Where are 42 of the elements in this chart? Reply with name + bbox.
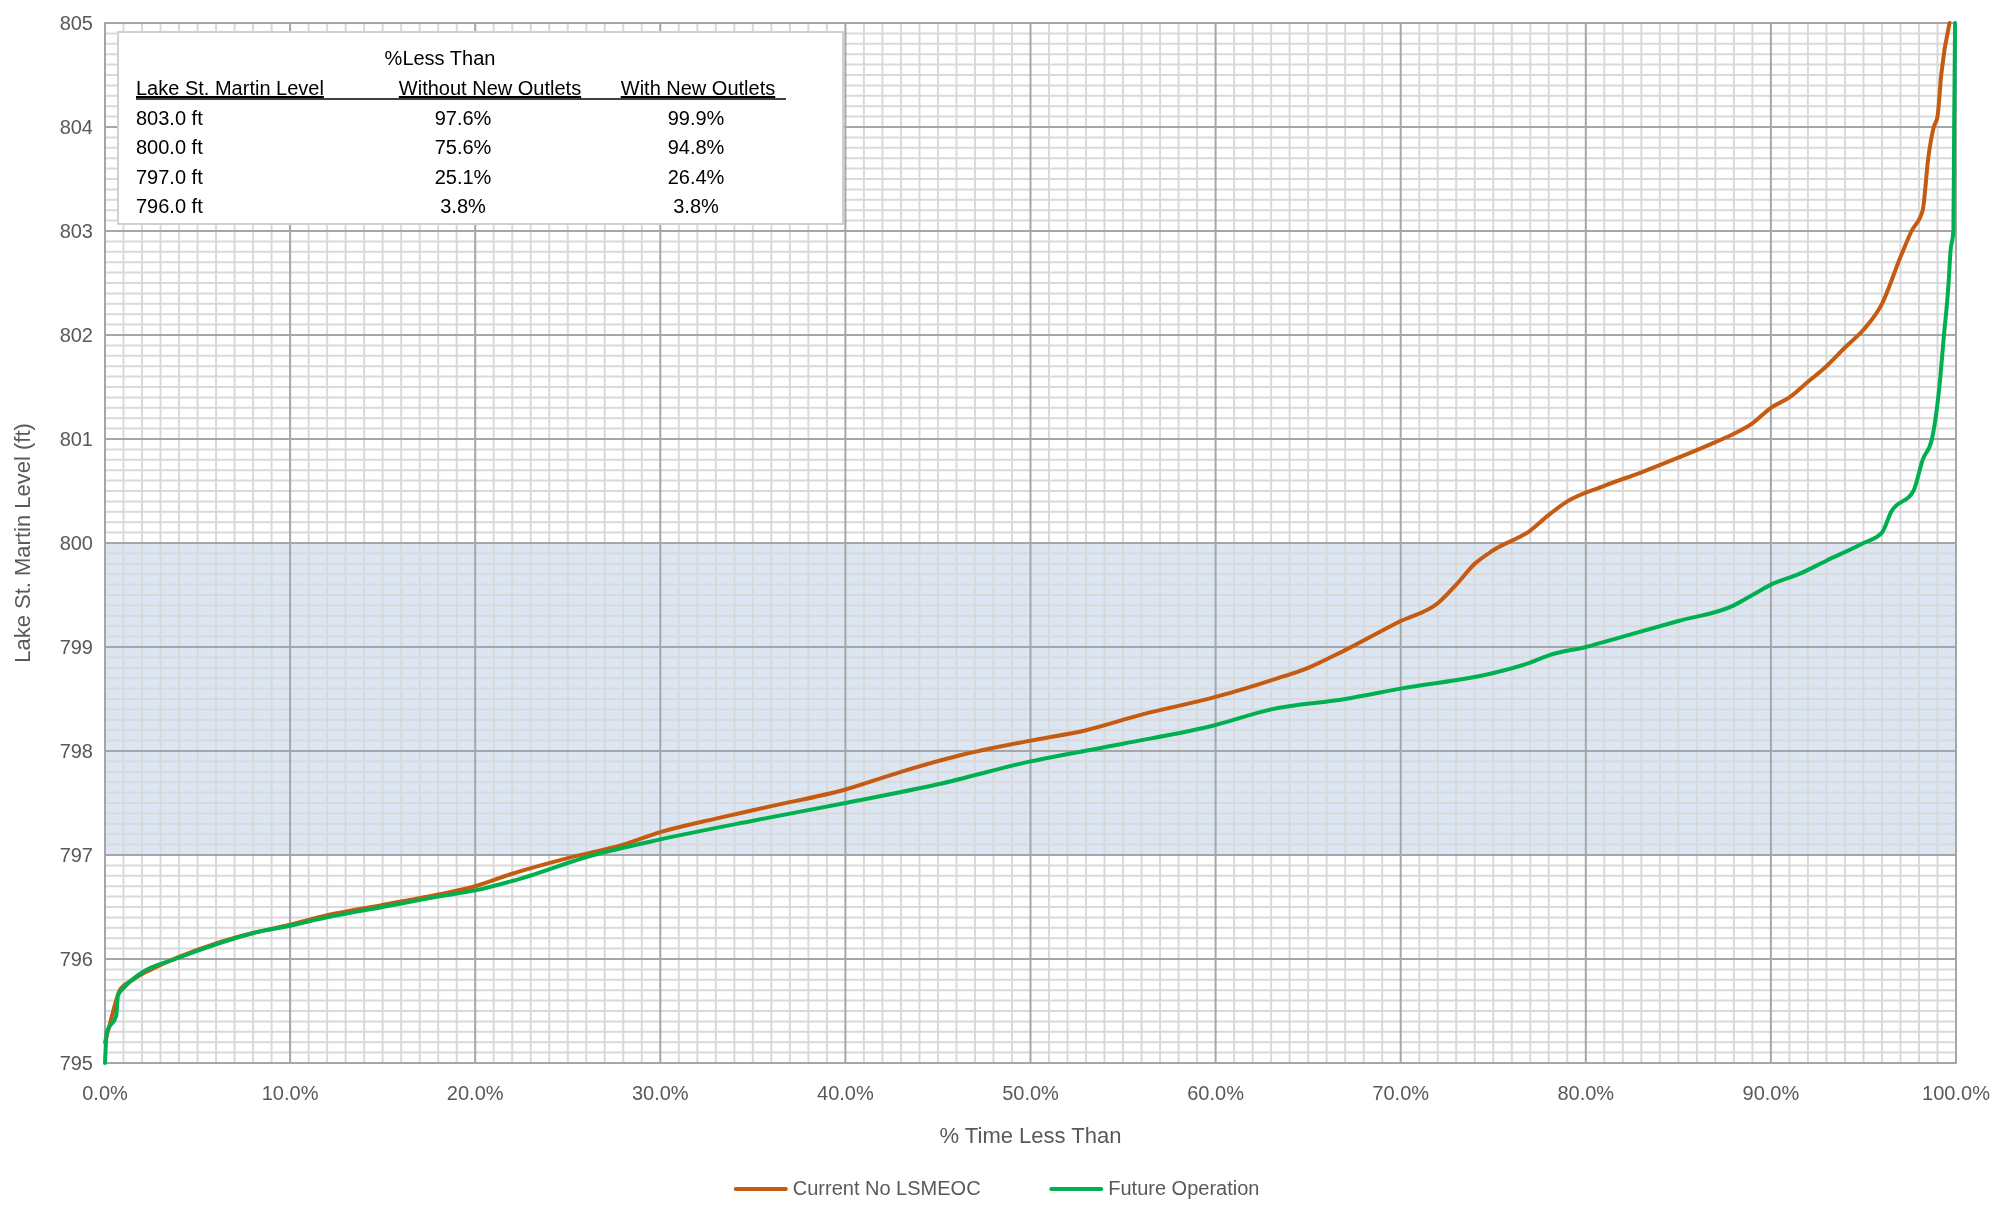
x-tick-label: 60.0% bbox=[1187, 1082, 1245, 1104]
legend-label: Future Operation bbox=[1108, 1177, 1260, 1199]
x-tick-label: 70.0% bbox=[1372, 1082, 1430, 1104]
annotation: 800.0 ft bbox=[136, 136, 204, 158]
annotation: 3.8% bbox=[673, 195, 720, 217]
x-tick-label: 90.0% bbox=[1742, 1082, 1800, 1104]
y-tick-label: 804 bbox=[59, 116, 93, 138]
annotation: Lake St. Martin Level bbox=[136, 77, 324, 99]
x-tick-label: 80.0% bbox=[1557, 1082, 1615, 1104]
annotation: 797.0 ft bbox=[136, 165, 204, 188]
legend-label: Current No LSMEOC bbox=[792, 1177, 981, 1199]
annotation: %Less Than bbox=[384, 47, 496, 69]
x-tick-label: 100.0% bbox=[1922, 1082, 1991, 1104]
annotation: 26.4% bbox=[667, 165, 725, 188]
annotation: 796.0 ft bbox=[136, 195, 204, 217]
annotation: With New Outlets bbox=[620, 77, 776, 99]
y-tick-label: 803 bbox=[59, 220, 93, 242]
annotation: 94.8% bbox=[667, 136, 725, 158]
annotation: 803.0 ft bbox=[136, 106, 204, 129]
y-tick-label: 805 bbox=[59, 12, 93, 34]
x-tick-label: 30.0% bbox=[631, 1082, 689, 1104]
x-axis-title: % Time Less Than bbox=[939, 1123, 1122, 1148]
annotation: 25.1% bbox=[434, 165, 492, 188]
x-tick-label: 50.0% bbox=[1002, 1082, 1060, 1104]
x-tick-label: 20.0% bbox=[446, 1082, 504, 1104]
y-tick-label: 798 bbox=[59, 740, 93, 762]
x-tick-label: 40.0% bbox=[817, 1082, 874, 1104]
y-tick-label: 802 bbox=[59, 324, 93, 346]
y-tick-label: 800 bbox=[59, 532, 93, 554]
x-tick-label: 10.0% bbox=[261, 1082, 319, 1104]
y-tick-label: 795 bbox=[59, 1052, 93, 1074]
y-axis-title: Lake St. Martin Level (ft) bbox=[10, 423, 35, 663]
annotation: 75.6% bbox=[434, 136, 492, 158]
x-tick-label: 0.0% bbox=[82, 1082, 129, 1104]
annotation: 3.8% bbox=[440, 195, 487, 217]
y-tick-label: 796 bbox=[59, 948, 93, 970]
y-tick-label: 797 bbox=[59, 844, 93, 866]
y-tick-label: 799 bbox=[59, 636, 93, 658]
annotation: 99.9% bbox=[667, 106, 725, 129]
y-tick-label: 801 bbox=[59, 428, 93, 450]
annotation: Without New Outlets bbox=[398, 77, 582, 99]
annotation: 97.6% bbox=[434, 106, 492, 129]
